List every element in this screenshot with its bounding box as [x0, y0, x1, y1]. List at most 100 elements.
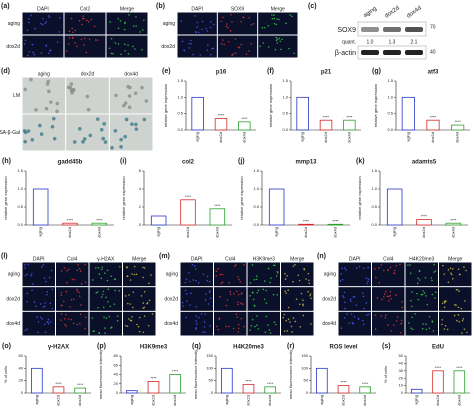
- cell-dot: [142, 307, 144, 309]
- x-tick-label: dox4d: [172, 395, 177, 406]
- y-tick-label: 40: [19, 365, 24, 370]
- cell-dot: [110, 37, 113, 40]
- image-cell: [372, 262, 405, 287]
- panel-label: (k): [356, 158, 365, 165]
- y-tick-label: 0.0: [177, 127, 183, 132]
- cell-dot: [110, 275, 112, 278]
- cell-dot: [195, 305, 198, 308]
- cell-dot: [60, 294, 63, 297]
- cell-dot: [63, 317, 66, 320]
- y-tick-label: 0: [306, 390, 309, 395]
- image-cell: [247, 287, 280, 311]
- cell-dot: [63, 300, 65, 303]
- cell-dot: [462, 318, 465, 320]
- cell-dot: [206, 30, 209, 32]
- y-tick-label: 100: [206, 365, 213, 370]
- cell-dot: [387, 299, 390, 302]
- cell-dot: [263, 280, 266, 282]
- cell-dot: [239, 281, 242, 283]
- cell-dot: [343, 267, 346, 269]
- image-cell: [22, 35, 64, 58]
- cell-dot: [375, 276, 377, 279]
- cell-dot: [400, 319, 403, 322]
- band: [361, 50, 379, 55]
- cell-dot: [48, 16, 51, 19]
- x-tick-label: dox4d: [77, 395, 82, 406]
- cell-dot: [302, 314, 305, 317]
- cell-dot: [289, 321, 291, 323]
- cell-dot: [77, 263, 79, 266]
- cell-dot: [195, 323, 198, 325]
- cell-dot: [142, 302, 145, 304]
- cell-dot: [42, 263, 44, 266]
- significance: ****: [55, 381, 62, 386]
- blot-frame: [357, 21, 427, 37]
- column-header: DAPI: [191, 6, 203, 12]
- cell-dot: [234, 52, 237, 54]
- cell-dot: [206, 279, 209, 282]
- cell-dot: [276, 42, 279, 44]
- image-cell: [258, 35, 298, 58]
- cell-dot: [344, 307, 346, 310]
- image-cell: [372, 311, 405, 336]
- cell-dot: [71, 36, 74, 39]
- cell-dot: [129, 279, 132, 281]
- cell-dot: [368, 313, 370, 316]
- cell-dot: [119, 137, 123, 142]
- cell-dot: [245, 53, 248, 55]
- cell-dot: [248, 16, 250, 19]
- cell-dot: [229, 290, 232, 293]
- cell-dot: [305, 278, 307, 280]
- cell-dot: [291, 15, 293, 18]
- cell-dot: [366, 314, 368, 316]
- cell-dot: [447, 269, 450, 271]
- cell-dot: [358, 265, 361, 268]
- y-tick-label: 0: [21, 390, 24, 395]
- cell-dot: [82, 137, 87, 141]
- cell-dot: [268, 329, 271, 331]
- cell-dot: [26, 300, 29, 303]
- bar: [316, 367, 328, 394]
- cell-dot: [293, 52, 295, 55]
- panel-label: (h): [2, 158, 11, 165]
- image-cell: [56, 262, 89, 287]
- cell-dot: [71, 27, 73, 30]
- cell-dot: [126, 302, 129, 305]
- row-label: aging: [166, 272, 178, 278]
- cell-dot: [32, 51, 34, 54]
- cell-dot: [200, 313, 203, 315]
- y-tick-label: 20: [114, 381, 119, 386]
- cell-dot: [308, 282, 311, 285]
- cell-dot: [118, 265, 121, 268]
- cell-dot: [267, 46, 270, 48]
- cell-dot: [24, 267, 26, 269]
- column-header: Merge: [271, 6, 285, 12]
- cell-dot: [426, 303, 429, 306]
- cell-dot: [134, 127, 139, 131]
- cell-dot: [104, 332, 106, 334]
- cell-dot: [424, 276, 427, 279]
- cell-dot: [279, 40, 282, 43]
- cell-dot: [120, 53, 122, 56]
- cell-dot: [348, 322, 351, 324]
- cell-dot: [395, 294, 397, 296]
- cell-dot: [416, 292, 418, 295]
- image-cell: [247, 311, 280, 336]
- cell-dot: [456, 289, 459, 291]
- cell-dot: [44, 302, 46, 304]
- cell-dot: [353, 296, 356, 298]
- y-tick-label: 50: [399, 353, 404, 358]
- cell-dot: [78, 291, 80, 294]
- cell-dot: [443, 328, 446, 330]
- bar: [337, 385, 350, 394]
- cell-dot: [229, 293, 232, 296]
- cell-dot: [232, 327, 235, 330]
- cell-dot: [383, 269, 385, 272]
- cell-dot: [461, 332, 463, 334]
- cell-dot: [33, 53, 36, 56]
- cell-dot: [91, 279, 94, 281]
- cell-dot: [267, 267, 270, 270]
- significance: ****: [214, 203, 221, 208]
- panel-label: (i): [120, 158, 127, 165]
- cell-dot: [95, 117, 100, 121]
